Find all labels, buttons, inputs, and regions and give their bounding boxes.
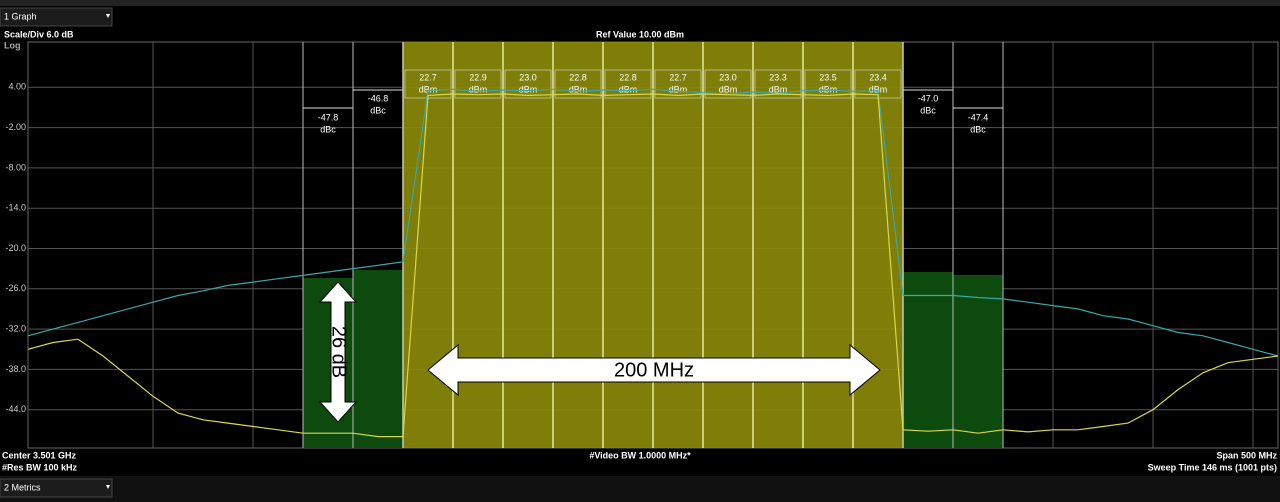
channel-unit: dBm [869, 84, 888, 94]
channel-power: 22.7 [669, 72, 687, 82]
channel-unit: dBm [819, 84, 838, 94]
channel-power: 23.3 [769, 72, 787, 82]
y-tick-label: -20.0 [5, 243, 26, 253]
channel-box [554, 69, 602, 99]
top-strip [0, 0, 1280, 6]
bottom-bar [0, 476, 1280, 502]
adjacent-value: -47.0 [918, 93, 939, 103]
scale-div: Scale/Div 6.0 dB [4, 29, 74, 39]
y-tick-label: -32.0 [5, 323, 26, 333]
channel-power: 23.4 [869, 72, 887, 82]
span: Span 500 MHz [1216, 450, 1277, 460]
adjacent-value: -47.8 [318, 112, 339, 122]
y-tick-label: -14.0 [5, 203, 26, 213]
dropdown-arrow [106, 14, 110, 18]
channel-power: 22.8 [569, 72, 587, 82]
vertical-annotation: 26 dB [328, 326, 350, 378]
res-bw: #Res BW 100 kHz [2, 462, 78, 472]
video-bw: #Video BW 1.0000 MHz* [589, 450, 691, 460]
channel-box [804, 69, 852, 99]
adjacent-value: -47.4 [968, 112, 989, 122]
adjacent-value: -46.8 [368, 93, 389, 103]
y-tick-label: -2.00 [5, 122, 26, 132]
channel-box [454, 69, 502, 99]
adjacent-unit: dBc [320, 124, 336, 134]
horizontal-annotation: 200 MHz [614, 359, 694, 381]
channel-power: 22.8 [619, 72, 637, 82]
channel-box [504, 69, 552, 99]
channel-box [704, 69, 752, 99]
trace [27, 93, 1279, 438]
channel-power: 22.9 [469, 72, 487, 82]
arrow-shape [318, 281, 358, 423]
metrics-dropdown[interactable] [0, 478, 113, 498]
y-tick-label: -38.0 [5, 364, 26, 374]
adjacent-band [903, 272, 953, 448]
channel-unit: dBm [769, 84, 788, 94]
channel-unit: dBm [669, 84, 688, 94]
adjacent-band [353, 270, 403, 448]
channel-power: 22.7 [419, 72, 437, 82]
channel-unit: dBm [619, 84, 638, 94]
y-tick-label: -44.0 [5, 404, 26, 414]
graph-dropdown-label: 1 Graph [4, 11, 37, 21]
channel-unit: dBm [469, 84, 488, 94]
channel-unit: dBm [519, 84, 538, 94]
adjacent-unit: dBc [370, 105, 386, 115]
channel-power: 23.0 [719, 72, 737, 82]
center-freq: Center 3.501 GHz [2, 450, 77, 460]
graph-dropdown[interactable] [0, 7, 113, 27]
adjacent-unit: dBc [970, 124, 986, 134]
channel-power: 23.5 [819, 72, 837, 82]
adjacent-band [953, 275, 1003, 448]
sweep-time: Sweep Time 146 ms (1001 pts) [1148, 462, 1277, 472]
channel-power: 23.0 [519, 72, 537, 82]
channel-box [654, 69, 702, 99]
y-tick-label: -8.00 [5, 162, 26, 172]
adjacent-unit: dBc [920, 105, 936, 115]
horizontal-arrow [427, 343, 881, 397]
channel-box [604, 69, 652, 99]
channel-unit: dBm [419, 84, 438, 94]
dropdown-arrow [106, 485, 110, 489]
metrics-dropdown-label: 2 Metrics [4, 482, 41, 492]
y-tick-label: 4.00 [8, 82, 26, 92]
channel-unit: dBm [719, 84, 738, 94]
trace [27, 88, 1279, 357]
channel-unit: dBm [569, 84, 588, 94]
channel-box [754, 69, 802, 99]
ref-value: Ref Value 10.00 dBm [596, 29, 684, 39]
y-tick-label: -26.0 [5, 283, 26, 293]
vertical-arrow [318, 281, 358, 423]
log-mode: Log [4, 40, 21, 50]
